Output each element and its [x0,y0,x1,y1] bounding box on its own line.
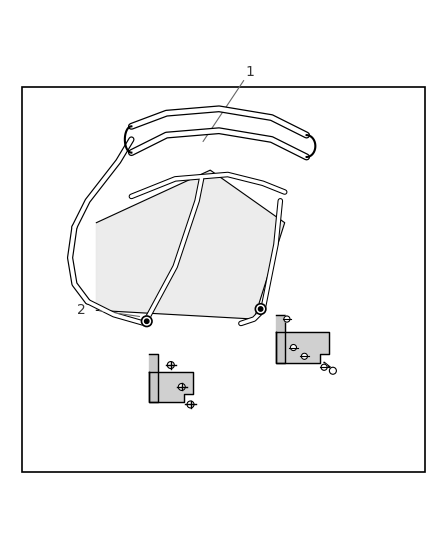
Polygon shape [276,314,285,363]
Circle shape [284,316,290,322]
Circle shape [167,361,174,368]
Circle shape [141,316,152,327]
Polygon shape [149,372,193,402]
Circle shape [329,367,336,374]
Circle shape [290,344,297,351]
Circle shape [301,353,307,359]
Polygon shape [276,332,328,363]
Text: 1: 1 [245,64,254,78]
Text: 2: 2 [77,303,85,317]
Circle shape [321,364,327,370]
Bar [22,87,425,472]
Circle shape [258,307,263,311]
Circle shape [145,319,149,324]
Polygon shape [96,170,285,319]
Circle shape [255,304,266,314]
Circle shape [178,383,185,391]
Polygon shape [149,354,158,402]
Circle shape [187,401,194,408]
